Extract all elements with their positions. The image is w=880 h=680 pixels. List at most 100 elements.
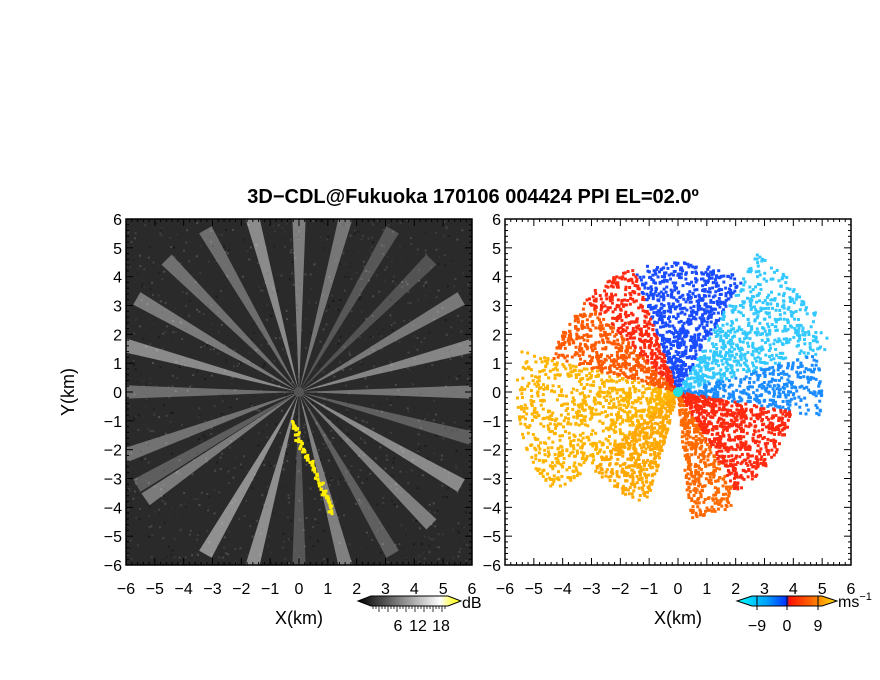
velocity-pixel — [651, 417, 655, 421]
velocity-pixel — [721, 362, 725, 366]
velocity-pixel — [641, 292, 645, 296]
velocity-pixel — [611, 447, 615, 451]
velocity-pixel — [786, 402, 790, 406]
velocity-pixel — [661, 333, 665, 337]
velocity-pixel — [764, 445, 768, 449]
velocity-pixel — [683, 454, 687, 458]
velocity-pixel — [786, 319, 790, 323]
velocity-pixel — [777, 419, 781, 423]
velocity-pixel — [670, 330, 674, 334]
noise-speck — [303, 423, 306, 426]
velocity-pixel — [724, 304, 728, 308]
noise-speck — [205, 344, 208, 347]
velocity-pixel — [627, 441, 631, 445]
velocity-pixel — [609, 449, 613, 453]
velocity-pixel — [700, 338, 704, 342]
noise-speck — [381, 328, 384, 331]
noise-speck — [252, 332, 255, 335]
noise-speck — [251, 338, 254, 341]
noise-speck — [164, 251, 167, 254]
high-return-pixel — [318, 482, 322, 486]
velocity-pixel — [729, 366, 733, 370]
velocity-pixel — [713, 331, 717, 335]
noise-speck — [348, 542, 351, 545]
velocity-pixel — [712, 300, 716, 304]
velocity-pixel — [729, 295, 733, 299]
velocity-pixel — [704, 402, 708, 406]
velocity-pixel — [720, 421, 724, 425]
velocity-pixel — [671, 362, 675, 366]
noise-speck — [140, 458, 143, 461]
noise-speck — [406, 407, 409, 410]
noise-speck — [362, 429, 365, 432]
velocity-pixel — [661, 418, 665, 422]
noise-speck — [204, 238, 207, 241]
left-colorbar-ramp — [356, 595, 463, 607]
noise-speck — [309, 431, 312, 434]
noise-speck — [463, 526, 466, 529]
velocity-pixel — [678, 307, 682, 311]
noise-speck — [326, 398, 329, 401]
velocity-pixel — [624, 492, 628, 496]
velocity-pixel — [758, 394, 762, 398]
velocity-pixel — [724, 298, 728, 302]
velocity-pixel — [733, 330, 737, 334]
velocity-pixel — [650, 277, 654, 281]
velocity-pixel — [694, 408, 698, 412]
velocity-pixel — [661, 292, 665, 296]
noise-speck — [233, 467, 236, 470]
velocity-pixel — [719, 327, 723, 331]
noise-speck — [337, 221, 340, 224]
velocity-pixel — [642, 483, 646, 487]
velocity-pixel — [599, 466, 603, 470]
velocity-pixel — [747, 344, 751, 348]
noise-speck — [271, 379, 274, 382]
velocity-pixel — [751, 361, 755, 365]
noise-speck — [447, 235, 450, 238]
noise-speck — [265, 505, 268, 508]
noise-speck — [278, 384, 281, 387]
velocity-pixel — [788, 400, 792, 404]
velocity-pixel — [633, 446, 637, 450]
noise-speck — [328, 483, 331, 486]
velocity-pixel — [621, 491, 625, 495]
velocity-pixel — [767, 380, 771, 384]
velocity-pixel — [730, 419, 734, 423]
noise-speck — [409, 301, 412, 304]
velocity-pixel — [762, 385, 766, 389]
noise-speck — [371, 236, 374, 239]
noise-speck — [460, 355, 463, 358]
noise-speck — [429, 266, 432, 269]
left-colorbar-tick-marks — [372, 606, 446, 612]
velocity-pixel — [666, 266, 670, 270]
noise-speck — [160, 229, 163, 232]
velocity-pixel — [804, 306, 808, 310]
noise-speck — [330, 448, 333, 451]
velocity-pixel — [778, 339, 782, 343]
velocity-pixel — [788, 287, 792, 291]
velocity-pixel — [701, 391, 705, 395]
noise-speck — [162, 537, 165, 540]
velocity-pixel — [783, 409, 787, 413]
noise-speck — [467, 429, 470, 432]
velocity-pixel — [646, 458, 650, 462]
noise-speck — [133, 332, 136, 335]
velocity-pixel — [775, 328, 779, 332]
velocity-pixel — [721, 342, 725, 346]
velocity-pixel — [746, 475, 750, 479]
velocity-pixel — [754, 308, 758, 312]
velocity-pixel — [790, 325, 794, 329]
velocity-pixel — [720, 504, 724, 508]
noise-speck — [265, 498, 268, 501]
noise-speck — [367, 534, 370, 537]
velocity-pixel — [655, 310, 659, 314]
velocity-pixel — [620, 486, 624, 490]
noise-speck — [434, 548, 437, 551]
noise-speck — [139, 373, 142, 376]
velocity-pixel — [805, 312, 809, 316]
noise-speck — [145, 442, 148, 445]
velocity-pixel — [688, 393, 692, 397]
noise-speck — [229, 406, 232, 409]
velocity-pixel — [754, 370, 758, 374]
velocity-pixel — [741, 428, 745, 432]
